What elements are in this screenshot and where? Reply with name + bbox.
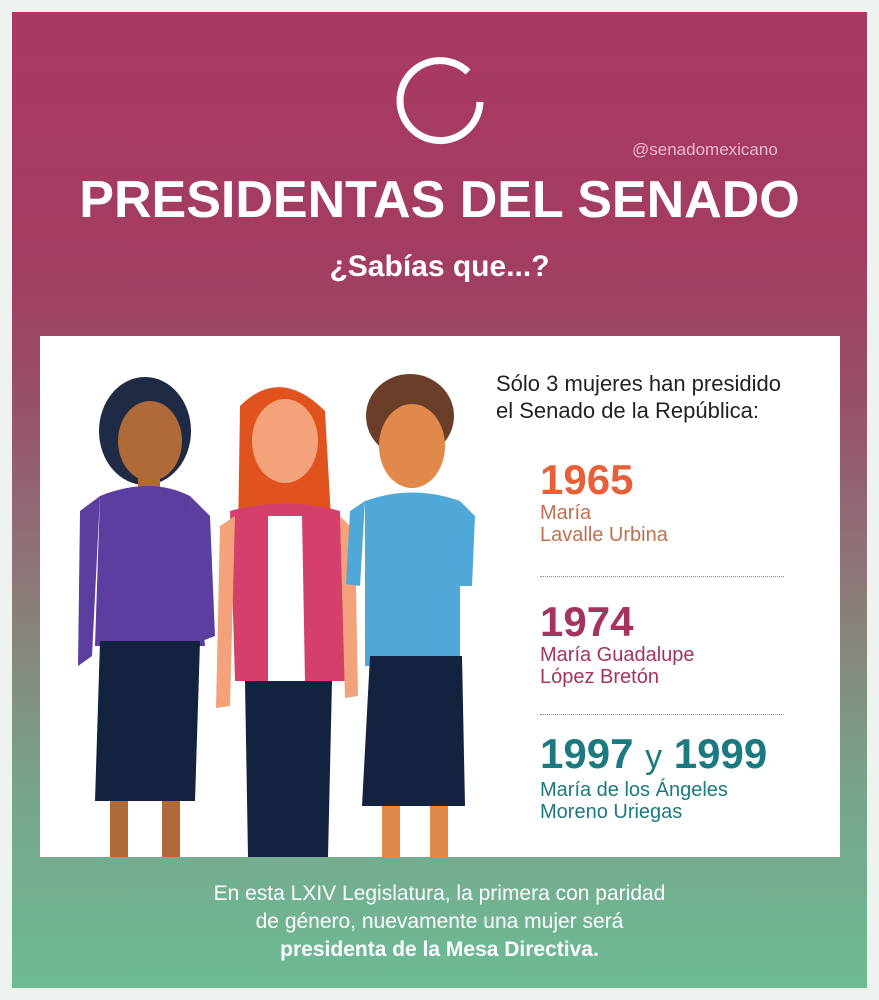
woman-blue-figure <box>346 374 475 857</box>
entry-name-line-1: María de los Ángeles <box>540 779 728 801</box>
page-title: PRESIDENTAS DEL SENADO <box>79 171 800 229</box>
women-illustration <box>78 374 475 857</box>
divider <box>540 576 784 577</box>
entry-name-line-2: Moreno Uriegas <box>540 801 683 823</box>
entry-1974: 1974 María Guadalupe López Bretón <box>540 598 695 689</box>
entry-name-line-1: María Guadalupe <box>540 644 695 666</box>
woman-pink-figure <box>216 387 358 857</box>
footer-line-3: presidenta de la Mesa Directiva. <box>280 938 599 961</box>
subtitle: ¿Sabías que...? <box>329 250 550 283</box>
entry-1997-1999: 1997 y 1999 María de los Ángeles Moreno … <box>540 730 768 824</box>
social-handle: @senadomexicano <box>632 140 778 159</box>
senado-logo-icon <box>396 57 484 145</box>
woman-purple-figure <box>78 377 215 857</box>
intro-text: Sólo 3 mujeres han presidido el Senado d… <box>496 370 781 424</box>
entry-1965: 1965 María Lavalle Urbina <box>540 456 668 547</box>
entry-name-line-2: Lavalle Urbina <box>540 524 668 546</box>
entry-year: 1999 <box>673 730 768 777</box>
footer-line-2: de género, nuevamente una mujer será <box>255 910 624 933</box>
entry-year: 1997 <box>540 730 634 777</box>
intro-line-1: Sólo 3 mujeres han presidido <box>496 371 781 396</box>
entry-year: 1965 <box>540 456 634 503</box>
footer-text: En esta LXIV Legislatura, la primera con… <box>0 880 879 964</box>
entry-name-line-2: López Bretón <box>540 666 659 688</box>
entry-name-line-1: María <box>540 502 592 524</box>
intro-line-2: el Senado de la República: <box>496 398 759 423</box>
entry-year: 1974 <box>540 598 634 645</box>
divider <box>540 714 784 715</box>
entry-year-connector: y <box>645 738 663 776</box>
footer-line-1: En esta LXIV Legislatura, la primera con… <box>213 882 666 905</box>
